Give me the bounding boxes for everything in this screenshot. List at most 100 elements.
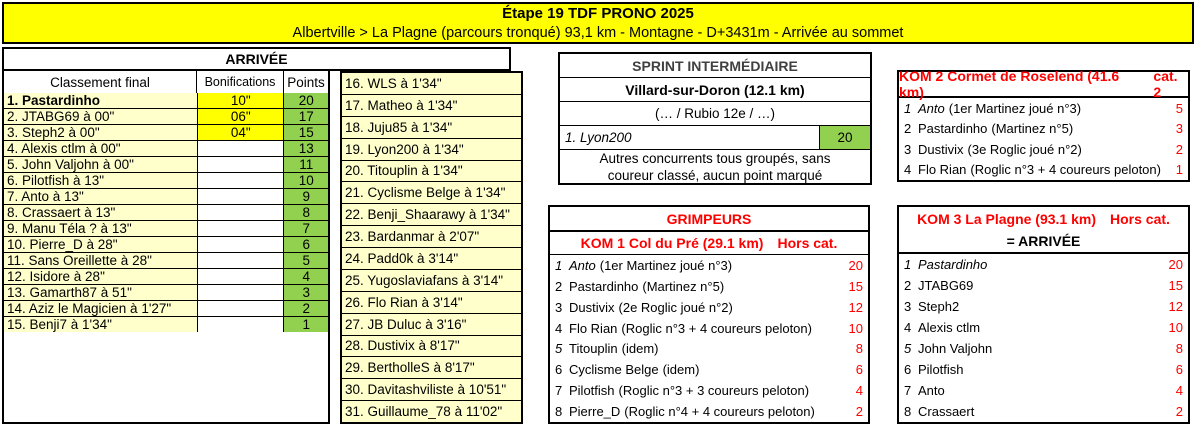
- player-name-cell[interactable]: 12. Isidore à 28": [4, 269, 199, 284]
- points-cell[interactable]: 5: [284, 253, 329, 268]
- bonus-cell[interactable]: 04": [198, 125, 285, 140]
- table-row[interactable]: 7 Anto 4: [899, 380, 1188, 401]
- table-row[interactable]: 18. Juju85 à 1'34": [342, 115, 521, 138]
- table-row[interactable]: 8 Crassaert 2: [899, 401, 1188, 422]
- points-cell[interactable]: 13: [284, 141, 329, 156]
- points-cell[interactable]: 7: [284, 221, 329, 236]
- table-row[interactable]: 30. Davitashviliste à 10'51": [342, 378, 521, 401]
- points: 20: [848, 257, 863, 273]
- player-name-cell[interactable]: 8. Crassaert à 13": [4, 205, 199, 220]
- bonus-cell[interactable]: [198, 285, 285, 300]
- points-cell[interactable]: 17: [284, 109, 329, 124]
- points-cell[interactable]: 4: [284, 269, 329, 284]
- player-name-cell[interactable]: 14. Aziz le Magicien à 1'27": [4, 301, 199, 316]
- sprint-winner-points: 20: [819, 126, 870, 149]
- table-row[interactable]: 29. BertholleS à 8'17": [342, 356, 521, 379]
- table-row[interactable]: 1 Pastardinho 20: [899, 254, 1188, 275]
- table-row[interactable]: 19. Lyon200 à 1'34": [342, 137, 521, 160]
- player-name-cell[interactable]: 5. John Valjohn à 00": [4, 157, 199, 172]
- bonus-cell[interactable]: [198, 205, 285, 220]
- bonus-cell[interactable]: [198, 173, 285, 188]
- row-note: (idem): [621, 341, 659, 357]
- table-row[interactable]: 2 Pastardinho (Martinez n°5) 15: [550, 276, 868, 297]
- player-name-cell[interactable]: 10. Pierre_D à 28": [4, 237, 199, 252]
- rank: 3: [904, 141, 912, 157]
- table-row[interactable]: 31. Guillaume_78 à 11'02": [342, 400, 521, 422]
- row-note: (3e Roglic joué n°2): [967, 141, 1082, 157]
- points: 8: [1175, 341, 1183, 356]
- points-cell[interactable]: 6: [284, 237, 329, 252]
- table-row[interactable]: 4 Flo Rian (Roglic n°3 + 4 coureurs pelo…: [899, 160, 1188, 181]
- table-row[interactable]: 28. Dustivix à 8'17": [342, 334, 521, 357]
- player-name-cell[interactable]: 1. Pastardinho: [4, 93, 199, 108]
- bonus-cell[interactable]: [198, 301, 285, 316]
- points-cell[interactable]: 8: [284, 205, 329, 220]
- bonus-cell[interactable]: 10": [198, 93, 285, 108]
- kom2-category: cat. 2: [1153, 68, 1178, 100]
- points-cell[interactable]: 1: [284, 317, 329, 332]
- table-row: 7. Anto à 13" 9: [4, 188, 329, 204]
- column-header-points[interactable]: Points: [284, 71, 328, 93]
- bonus-cell[interactable]: [198, 221, 285, 236]
- table-row[interactable]: 3 Dustivix (2e Roglic joué n°2) 12: [550, 297, 868, 318]
- table-row[interactable]: 4 Alexis ctlm 10: [899, 317, 1188, 338]
- player-name-cell[interactable]: 2. JTABG69 à 00": [4, 109, 199, 124]
- table-row[interactable]: 8 Pierre_D (Roglic n°4 + 4 coureurs pelo…: [550, 401, 868, 422]
- table-row[interactable]: 21. Cyclisme Belge à 1'34": [342, 181, 521, 204]
- bonus-cell[interactable]: [198, 189, 285, 204]
- table-row[interactable]: 4 Flo Rian (Roglic n°3 + 4 coureurs pelo…: [550, 318, 868, 339]
- table-row[interactable]: 1 Anto (1er Martinez joué n°3) 5: [899, 98, 1188, 119]
- points-cell[interactable]: 15: [284, 125, 329, 140]
- points-cell[interactable]: 20: [284, 93, 329, 108]
- table-row[interactable]: 2 Pastardinho (Martinez n°5) 3: [899, 119, 1188, 140]
- points-cell[interactable]: 11: [284, 157, 329, 172]
- table-row: 5. John Valjohn à 00" 11: [4, 156, 329, 172]
- bonus-cell[interactable]: [198, 269, 285, 284]
- sprint-location: Villard-sur-Doron (12.1 km): [560, 78, 870, 102]
- table-row[interactable]: 20. Titouplin à 1'34": [342, 159, 521, 182]
- table-row[interactable]: 25. Yugoslaviafans à 3'14": [342, 268, 521, 291]
- table-row[interactable]: 23. Bardanmar à 2'07": [342, 225, 521, 247]
- table-row[interactable]: 3 Dustivix (3e Roglic joué n°2) 2: [899, 139, 1188, 160]
- table-row[interactable]: 6 Cyclisme Belge (idem) 6: [550, 359, 868, 380]
- player-name-cell[interactable]: 9. Manu Téla ? à 13": [4, 221, 199, 236]
- column-header-classement[interactable]: Classement final: [4, 71, 197, 93]
- table-row[interactable]: 6 Pilotfish 6: [899, 359, 1188, 380]
- kom2-title: KOM 2 Cormet de Roselend (41.6 km): [899, 68, 1120, 100]
- bonus-cell[interactable]: [198, 253, 285, 268]
- rank: 2: [555, 278, 563, 294]
- table-row[interactable]: 16. WLS à 1'34": [342, 73, 521, 94]
- table-row[interactable]: 22. Benji_Shaarawy à 1'34": [342, 203, 521, 226]
- table-row[interactable]: 24. Padd0k à 3'14": [342, 247, 521, 269]
- table-row[interactable]: 2 JTABG69 15: [899, 275, 1188, 296]
- bonus-cell[interactable]: [198, 237, 285, 252]
- table-row[interactable]: 17. Matheo à 1'34": [342, 93, 521, 116]
- points-cell[interactable]: 2: [284, 301, 329, 316]
- table-row[interactable]: 26. Flo Rian à 3'14": [342, 290, 521, 313]
- player-name: Pastardinho: [918, 121, 988, 137]
- bonus-cell[interactable]: [198, 317, 285, 332]
- player-name-cell[interactable]: 11. Sans Oreillette à 28": [4, 253, 199, 268]
- table-row[interactable]: 7 Pilotfish (Roglic n°3 + 3 coureurs pel…: [550, 380, 868, 401]
- table-row[interactable]: 3 Steph2 12: [899, 296, 1188, 317]
- points-cell[interactable]: 10: [284, 173, 329, 188]
- player-name-cell[interactable]: 3. Steph2 à 00": [4, 125, 199, 140]
- points-cell[interactable]: 3: [284, 285, 329, 300]
- player-name-cell[interactable]: 6. Pilotfish à 13": [4, 173, 199, 188]
- sprint-winner-row[interactable]: 1. Lyon200 20: [560, 126, 870, 150]
- table-row[interactable]: 5 Titouplin (idem) 8: [550, 339, 868, 360]
- table-row[interactable]: 27. JB Duluc à 3'16": [342, 312, 521, 335]
- player-name-cell[interactable]: 7. Anto à 13": [4, 189, 199, 204]
- player-name-cell[interactable]: 15. Benji7 à 1'34": [4, 317, 199, 332]
- player-name: Titouplin: [569, 341, 618, 357]
- bonus-cell[interactable]: 06": [198, 109, 285, 124]
- player-name-cell[interactable]: 4. Alexis ctlm à 00": [4, 141, 199, 156]
- table-row[interactable]: 1 Anto (1er Martinez joué n°3) 20: [550, 255, 868, 276]
- bonus-cell[interactable]: [198, 141, 285, 156]
- column-header-bonifications[interactable]: Bonifications: [197, 71, 284, 93]
- bonus-cell[interactable]: [198, 157, 285, 172]
- player-name-cell[interactable]: 13. Gamarth87 à 51": [4, 285, 199, 300]
- table-row[interactable]: 5 John Valjohn 8: [899, 338, 1188, 359]
- points-cell[interactable]: 9: [284, 189, 329, 204]
